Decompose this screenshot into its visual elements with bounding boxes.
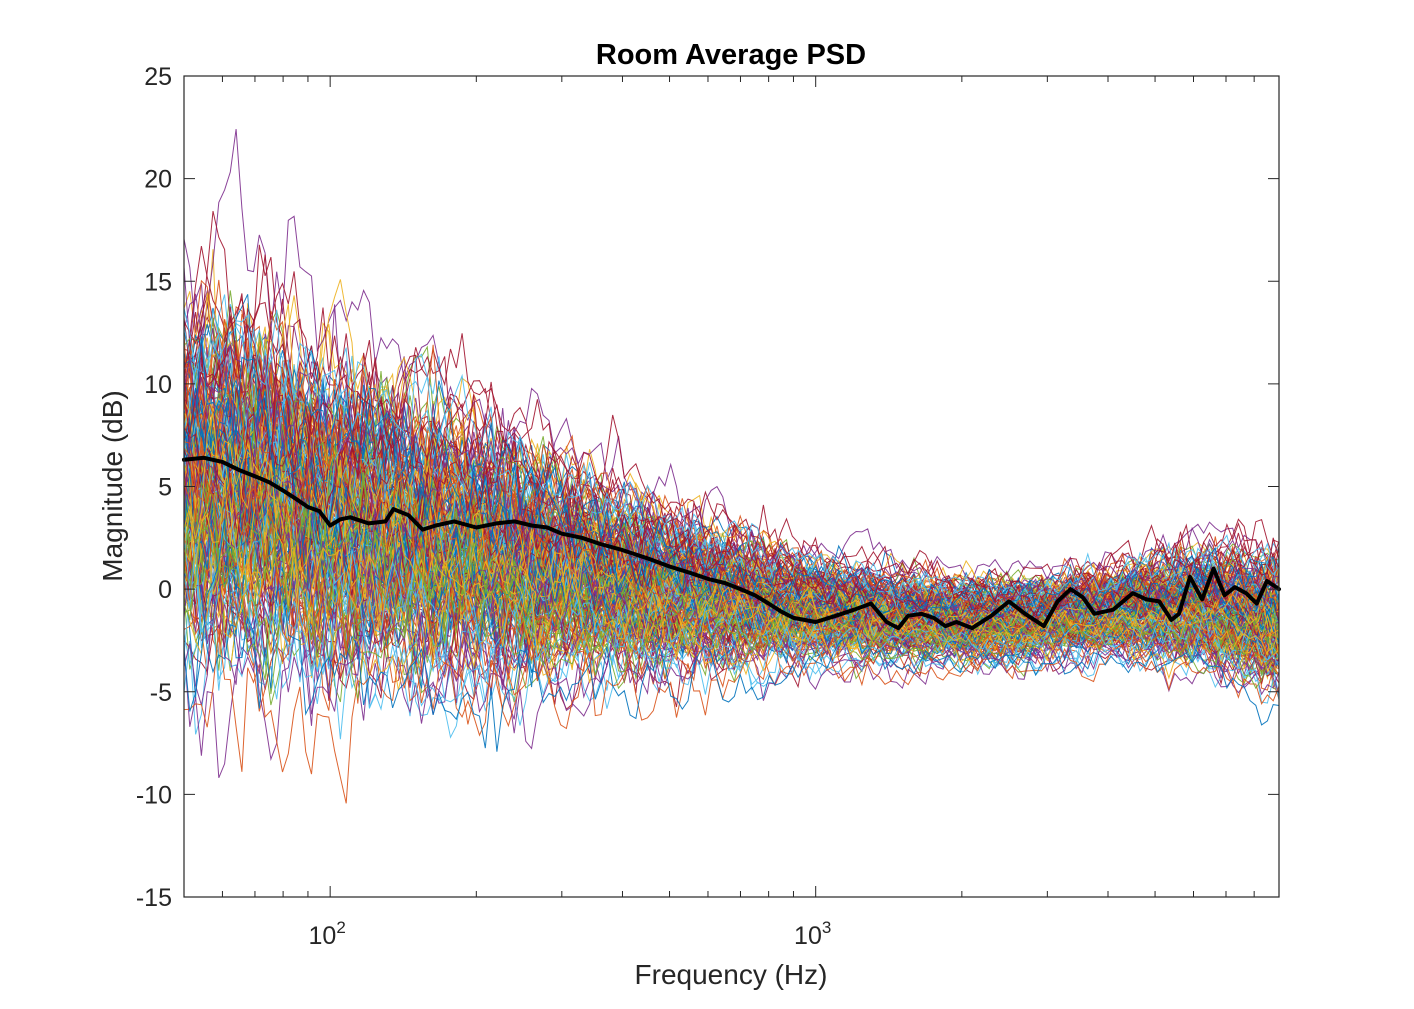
measurement-trace (183, 464, 1280, 667)
average-series (182, 455, 1281, 631)
room-average-line (182, 455, 1281, 631)
measurement-trace (183, 336, 1280, 616)
y-axis-label: Magnitude (dB) (97, 390, 128, 581)
measurement-trace (183, 498, 1280, 681)
measurement-traces (183, 129, 1280, 804)
measurement-trace (183, 340, 1280, 629)
x-tick-label: 102 (309, 918, 346, 950)
y-tick-label: -5 (150, 679, 172, 707)
measurement-trace (183, 518, 1280, 752)
measurement-trace (183, 304, 1280, 611)
y-tick-label: 0 (158, 576, 172, 604)
measurement-trace (183, 443, 1280, 658)
y-tick-label: 5 (158, 474, 172, 502)
measurement-trace (183, 371, 1280, 628)
measurement-trace (183, 306, 1280, 613)
measurement-trace (183, 558, 1280, 720)
chart-title: Room Average PSD (596, 39, 866, 71)
y-tick-label: 25 (144, 63, 172, 91)
y-tick-label: 15 (144, 268, 172, 296)
y-tick-labels: -15 -10 -5 0 5 10 15 20 25 (136, 63, 172, 912)
y-tick-label: -10 (136, 781, 172, 809)
measurement-trace (183, 448, 1280, 663)
measurement-trace (183, 610, 1280, 740)
x-axis-label: Frequency (Hz) (635, 959, 828, 990)
measurement-trace (183, 343, 1280, 623)
x-tick-label: 103 (794, 918, 831, 950)
measurement-trace (183, 129, 1280, 583)
y-tick-label: -15 (136, 884, 172, 912)
y-tick-label: 10 (144, 371, 172, 399)
measurement-trace (183, 210, 1280, 609)
measurement-trace (183, 508, 1280, 683)
measurement-trace (183, 400, 1280, 630)
x-tick-labels: 102 103 (309, 918, 832, 950)
y-tick-label: 20 (144, 166, 172, 194)
axis-ticks (183, 75, 1280, 898)
measurement-trace (183, 628, 1280, 804)
